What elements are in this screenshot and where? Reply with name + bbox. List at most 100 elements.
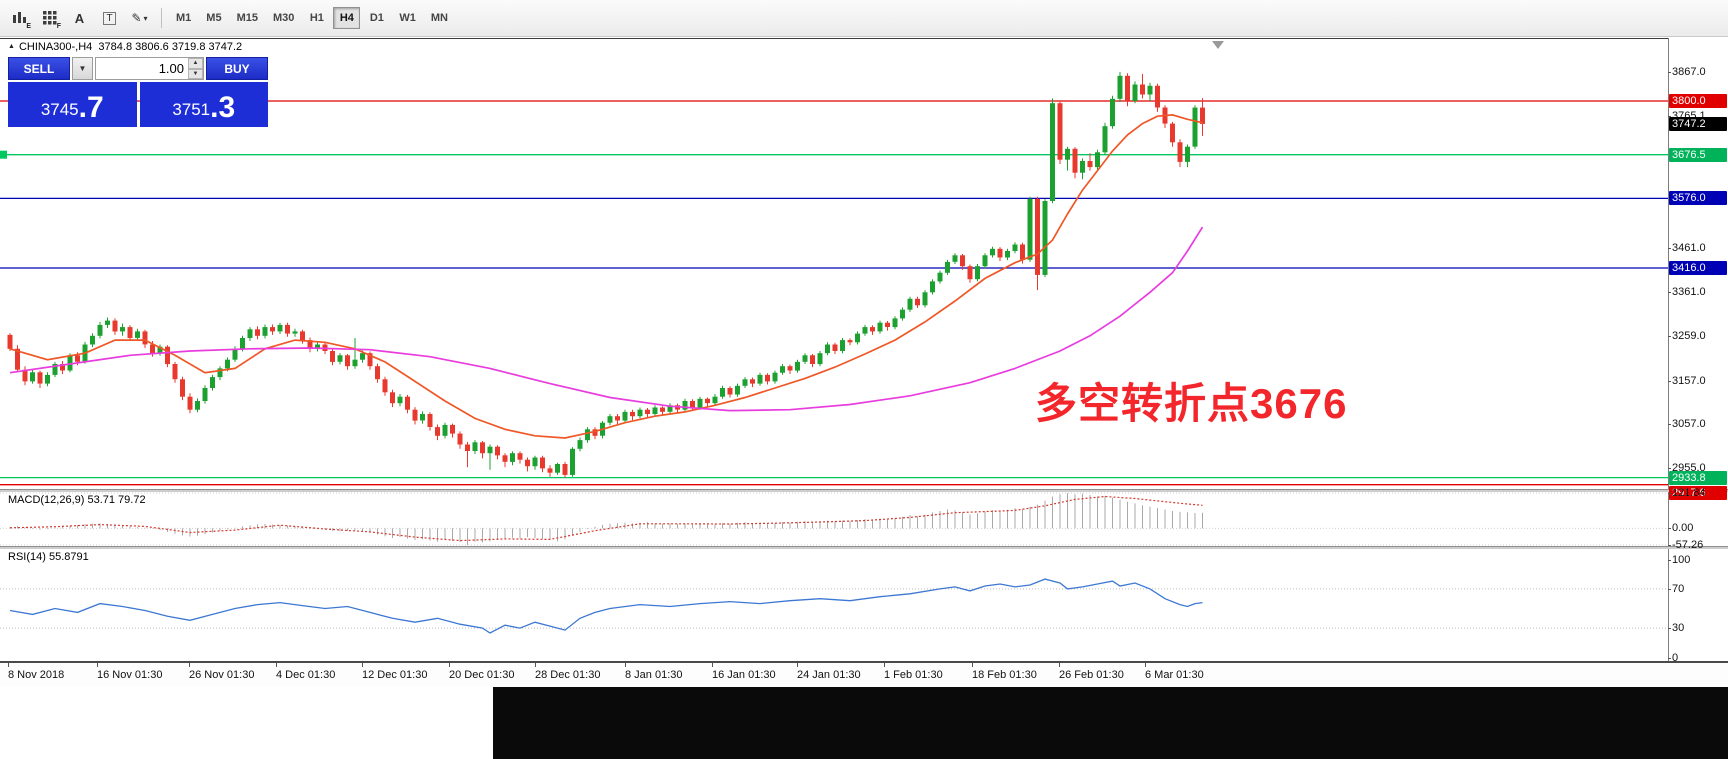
macd-label: MACD(12,26,9) 53.71 79.72 (8, 494, 146, 506)
price-axis-background (1668, 38, 1728, 663)
time-axis-label: 12 Dec 01:30 (362, 669, 428, 681)
price-axis-label: 3747.2 (1669, 116, 1727, 131)
text-label-icon[interactable]: A (74, 10, 85, 26)
rsi-indicator-panel[interactable] (0, 549, 1728, 661)
time-axis-tick (189, 663, 190, 667)
trade-panel-price-row: 3745.7 3751.3 (8, 82, 268, 127)
volume-decrease-button[interactable]: ▼ (188, 68, 203, 79)
timeframe-button-m30[interactable]: M30 (272, 12, 295, 24)
time-axis-label: 26 Feb 01:30 (1059, 669, 1124, 681)
macd-indicator-panel[interactable] (0, 492, 1728, 546)
time-axis-label: 8 Jan 01:30 (625, 669, 683, 681)
macd-axis-label: -57.26 (1668, 538, 1727, 552)
time-axis-label: 1 Feb 01:30 (884, 669, 943, 681)
grid-icon[interactable]: F (36, 6, 63, 30)
time-axis-label: 8 Nov 2018 (8, 669, 65, 681)
timeframe-button-w1[interactable]: W1 (399, 12, 416, 24)
timeframe-button-mn[interactable]: MN (430, 12, 448, 24)
symbol-marker-icon: ▲ (8, 43, 15, 50)
bid-price-fraction: .7 (78, 91, 104, 124)
panel-separator[interactable] (0, 489, 1728, 492)
rsi-label: RSI(14) 55.8791 (8, 551, 89, 563)
ask-price-fraction: .3 (210, 91, 236, 124)
trade-panel-top-row: SELL ▼ ▲ ▼ BUY (8, 57, 268, 80)
bid-price-base: 3745 (40, 100, 79, 119)
time-axis-label: 16 Nov 01:30 (97, 669, 163, 681)
time-axis-label: 24 Jan 01:30 (797, 669, 861, 681)
ask-price-display[interactable]: 3751.3 (139, 82, 268, 127)
time-axis-tick (972, 663, 973, 667)
time-axis-tick (884, 663, 885, 667)
rsi-axis-label: 30 (1668, 621, 1727, 635)
time-axis-tick (1145, 663, 1146, 667)
timeframe-button-h4[interactable]: H4 (333, 7, 361, 29)
chart-annotation: 多空转折点3676 (1035, 380, 1348, 427)
rsi-axis-label: 70 (1668, 582, 1727, 596)
chart-bottom-border (0, 661, 1728, 663)
buy-button[interactable]: BUY (206, 57, 268, 80)
bid-price-display[interactable]: 3745.7 (8, 82, 137, 127)
time-axis-tick (535, 663, 536, 667)
price-axis-label: 3416.0 (1669, 260, 1727, 275)
time-axis-label: 20 Dec 01:30 (449, 669, 515, 681)
price-axis-label: 3867.0 (1668, 65, 1727, 79)
time-axis-tick (97, 663, 98, 667)
sell-button[interactable]: SELL (8, 57, 70, 80)
price-axis-label: 3157.0 (1668, 374, 1727, 388)
draw-tool-icon[interactable]: ✎ ▾ (131, 11, 148, 25)
time-axis-tick (712, 663, 713, 667)
ask-price-base: 3751 (172, 100, 211, 119)
time-axis-label: 6 Mar 01:30 (1145, 669, 1204, 681)
price-axis-label: 3461.0 (1668, 241, 1727, 255)
time-axis-tick (1059, 663, 1060, 667)
time-axis-label: 18 Feb 01:30 (972, 669, 1037, 681)
time-axis-tick (625, 663, 626, 667)
time-axis-tick (8, 663, 9, 667)
timeframe-button-d1[interactable]: D1 (369, 12, 384, 24)
timeframe-button-h1[interactable]: H1 (309, 12, 324, 24)
price-axis-label: 3361.0 (1668, 285, 1727, 299)
volume-increase-button[interactable]: ▲ (188, 58, 203, 69)
timeframe-button-m1[interactable]: M1 (176, 12, 192, 24)
macd-axis-label: 0.00 (1668, 521, 1727, 535)
volume-dropdown-button[interactable]: ▼ (72, 57, 93, 80)
price-axis-label: 3676.5 (1669, 147, 1727, 162)
timeframe-button-group: M1 M5 M15 M30 H1 H4 D1 W1 MN (170, 7, 454, 29)
timeframe-button-m5[interactable]: M5 (206, 12, 222, 24)
time-axis-tick (449, 663, 450, 667)
time-axis-tick (797, 663, 798, 667)
time-axis-tick (362, 663, 363, 667)
one-click-trade-panel: SELL ▼ ▲ ▼ BUY 3745.7 3751.3 (8, 57, 268, 127)
panel-separator[interactable] (0, 546, 1728, 549)
volume-spinner: ▲ ▼ (188, 58, 203, 79)
text-box-icon[interactable]: T (96, 6, 123, 30)
volume-field-wrap: ▲ ▼ (95, 57, 204, 80)
top-toolbar: E F A T ✎ ▾ M1 M5 M15 M30 H1 H4 D1 W1 MN (0, 0, 1728, 37)
price-axis-label: 2917.6 (1669, 485, 1727, 500)
price-axis-label: 3057.0 (1668, 417, 1727, 431)
toolbar-separator (161, 8, 162, 28)
time-axis-tick (276, 663, 277, 667)
price-axis-label: 3576.0 (1669, 191, 1727, 206)
candlestick-style-icon[interactable]: E (6, 6, 33, 30)
price-axis[interactable]: 3867.03800.03765.13747.23676.53576.03461… (1668, 38, 1728, 665)
rsi-axis-label: 0 (1668, 651, 1727, 665)
timeframe-button-m15[interactable]: M15 (236, 12, 258, 24)
macd-axis-label: 121.84 (1668, 486, 1727, 500)
toolbar-icon-group: E F A T ✎ ▾ (6, 6, 153, 30)
icon-badge: E (26, 23, 31, 30)
volume-input[interactable] (96, 58, 203, 79)
time-axis[interactable]: 8 Nov 2018 16 Nov 01:30 26 Nov 01:30 4 Dec … (0, 663, 1728, 687)
time-axis-label: 26 Nov 01:30 (189, 669, 255, 681)
price-axis-label: 2933.8 (1669, 470, 1727, 485)
bottom-strip-right (493, 687, 1728, 759)
price-axis-label: 3800.0 (1669, 94, 1727, 108)
time-axis-label: 4 Dec 01:30 (276, 669, 336, 681)
symbol-name: CHINA300-,H4 (18, 41, 93, 53)
time-axis-label: 28 Dec 01:30 (535, 669, 601, 681)
symbol-header: ▲ CHINA300-,H4 3784.8 3806.6 3719.8 3747.… (8, 41, 242, 53)
symbol-ohlc-values: 3784.8 3806.6 3719.8 3747.2 (98, 41, 243, 53)
rsi-axis-label: 100 (1668, 553, 1727, 567)
bottom-strip-left (0, 687, 493, 759)
